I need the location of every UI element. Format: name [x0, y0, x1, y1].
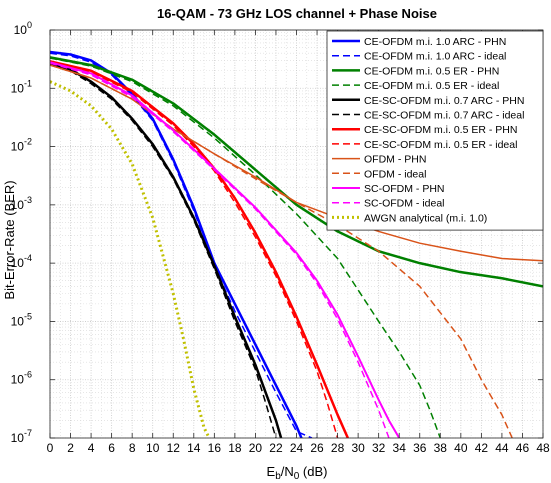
- chart-title: 16-QAM - 73 GHz LOS channel + Phase Nois…: [157, 6, 437, 21]
- legend-entry: CE-OFDM m.i. 1.0 ARC - PHN: [364, 36, 506, 48]
- x-tick-label: 30: [351, 441, 365, 455]
- legend: CE-OFDM m.i. 1.0 ARC - PHN CE-OFDM m.i. 1…: [326, 30, 544, 231]
- series-line-12: [50, 80, 211, 438]
- x-tick-label: 10: [146, 441, 160, 455]
- y-tick-label: 100: [14, 20, 32, 37]
- legend-entry: SC-OFDM - ideal: [364, 198, 445, 210]
- x-tick-label: 14: [187, 441, 201, 455]
- x-tick-label: 24: [290, 441, 304, 455]
- legend-entry: CE-SC-OFDM m.i. 0.5 ER - PHN: [364, 124, 517, 136]
- x-tick-label: 12: [167, 441, 181, 455]
- series-line-7: [50, 61, 339, 438]
- y-axis-ticks: 100 10-1 10-2 10-3 10-4 10-5 10-6 10-7: [11, 20, 543, 445]
- x-tick-label: 20: [249, 441, 263, 455]
- x-tick-label: 32: [372, 441, 386, 455]
- series-line-10: [50, 61, 401, 438]
- series-line-1: [50, 52, 313, 438]
- x-axis-ticks: 0 2 4 6 8 10 12 14 16 18 20 22 24 26 28 30 32 34 36 38 40 42 4…: [47, 30, 550, 455]
- x-tick-label: 38: [434, 441, 448, 455]
- y-tick-label: 10-3: [11, 195, 32, 212]
- x-tick-label: 16: [208, 441, 222, 455]
- y-tick-label: 10-1: [11, 78, 32, 95]
- legend-entry: SC-OFDM - PHN: [364, 183, 445, 195]
- series-line-4: [50, 61, 283, 438]
- legend-box: [326, 30, 544, 231]
- legend-entry: CE-OFDM m.i. 0.5 ER - PHN: [364, 65, 499, 77]
- x-tick-label: 22: [269, 441, 283, 455]
- x-tick-label: 36: [413, 441, 427, 455]
- series-line-6: [50, 60, 349, 438]
- legend-entry: CE-OFDM m.i. 0.5 ER - ideal: [364, 80, 499, 92]
- x-tick-label: 40: [454, 441, 468, 455]
- x-tick-label: 18: [228, 441, 242, 455]
- x-axis-label: Eb/N0 (dB): [267, 464, 328, 482]
- y-axis-label: Bit-Error-Rate (BER): [2, 180, 17, 299]
- series-line-5: [50, 63, 277, 438]
- legend-entry: AWGN analytical (m.i. 1.0): [364, 212, 487, 224]
- x-tick-label: 42: [475, 441, 489, 455]
- x-tick-label: 26: [310, 441, 324, 455]
- legend-entry: CE-SC-OFDM m.i. 0.7 ARC - ideal: [364, 110, 524, 122]
- legend-entry: CE-OFDM m.i. 1.0 ARC - ideal: [364, 51, 506, 63]
- y-tick-label: 10-2: [11, 137, 32, 154]
- x-tick-label: 2: [67, 441, 74, 455]
- plot-area: [49, 29, 544, 439]
- series-line-3: [50, 57, 441, 438]
- legend-entry: OFDM - ideal: [364, 168, 426, 180]
- x-tick-label: 4: [88, 441, 95, 455]
- legend-entry: CE-SC-OFDM m.i. 0.5 ER - ideal: [364, 139, 517, 151]
- x-tick-label: 0: [47, 441, 54, 455]
- x-tick-label: 6: [108, 441, 115, 455]
- y-tick-label: 10-5: [11, 311, 32, 328]
- grid: [49, 29, 544, 439]
- y-tick-label: 10-7: [11, 428, 32, 445]
- y-tick-label: 10-4: [11, 253, 32, 270]
- legend-entry: CE-SC-OFDM m.i. 0.7 ARC - PHN: [364, 95, 524, 107]
- x-tick-label: 48: [536, 441, 550, 455]
- x-tick-label: 34: [393, 441, 407, 455]
- series-group: [50, 50, 543, 438]
- series-line-11: [50, 62, 390, 438]
- x-tick-label: 8: [129, 441, 136, 455]
- series-line-2: [50, 56, 543, 288]
- x-tick-label: 46: [516, 441, 530, 455]
- y-tick-label: 10-6: [11, 370, 32, 387]
- series-line-0: [50, 50, 318, 438]
- x-tick-label: 28: [331, 441, 345, 455]
- x-tick-label: 44: [495, 441, 509, 455]
- legend-entry: OFDM - PHN: [364, 154, 426, 166]
